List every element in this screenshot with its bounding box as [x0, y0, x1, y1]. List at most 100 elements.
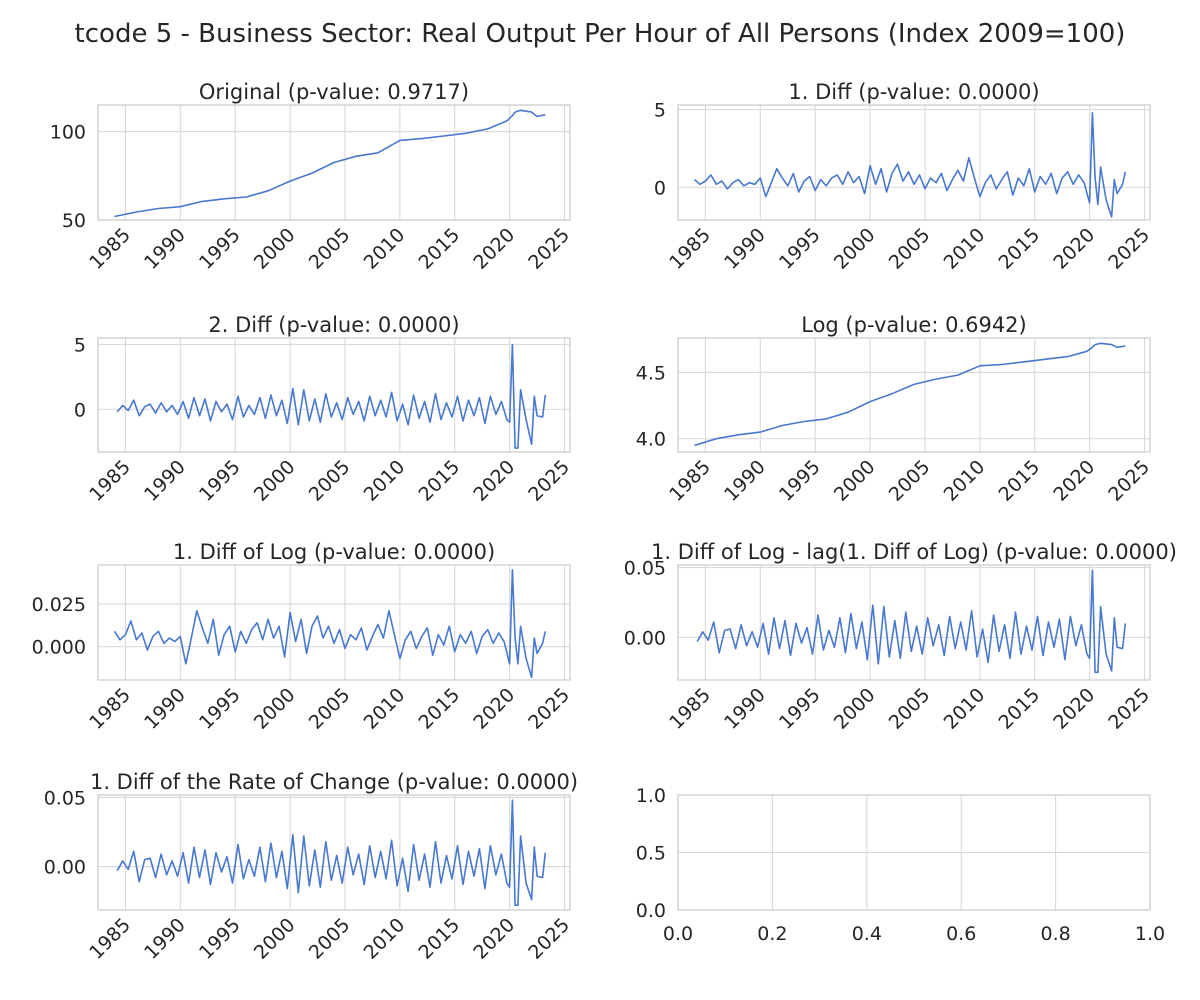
x-tick-label: 2005 — [305, 914, 355, 964]
x-tick-label: 2005 — [885, 456, 935, 506]
subplot-title: Log (p-value: 0.6942) — [801, 313, 1027, 337]
axes-frame — [97, 104, 571, 221]
x-tick-label: 2015 — [415, 684, 465, 734]
x-tick-label: 2025 — [1104, 224, 1154, 274]
x-tick-label: 1995 — [775, 224, 825, 274]
x-tick-label: 2015 — [415, 456, 465, 506]
x-tick-label: 2015 — [995, 224, 1045, 274]
axes-frame — [97, 794, 571, 911]
subplot-title: 1. Diff of Log (p-value: 0.0000) — [173, 540, 495, 564]
x-tick-label: 2025 — [524, 684, 574, 734]
x-tick-label: 2015 — [995, 456, 1045, 506]
subplot-title: 1. Diff (p-value: 0.0000) — [788, 80, 1039, 104]
x-tick-label: 2005 — [885, 224, 935, 274]
subplot-6: 1. Diff of Log - lag(1. Diff of Log) (p-… — [624, 540, 1177, 734]
x-tick-label: 2005 — [305, 684, 355, 734]
y-tick-label: 4.5 — [636, 362, 666, 384]
x-tick-label: 1.0 — [1135, 923, 1165, 945]
x-tick-label: 1995 — [775, 456, 825, 506]
y-tick-label: 0.000 — [32, 637, 86, 659]
x-tick-label: 1995 — [195, 224, 245, 274]
subplot-title: 1. Diff of Log - lag(1. Diff of Log) (p-… — [651, 540, 1177, 564]
x-tick-label: 2000 — [830, 224, 880, 274]
series-line — [694, 342, 1126, 447]
y-tick-label: 0.5 — [636, 843, 666, 865]
x-tick-label: 1985 — [665, 224, 715, 274]
x-tick-label: 1985 — [85, 224, 135, 274]
axes-frame — [677, 104, 1151, 221]
x-tick-label: 2010 — [940, 684, 990, 734]
y-tick-label: 4.0 — [636, 429, 666, 451]
x-tick-label: 2000 — [250, 684, 300, 734]
x-tick-label: 0.0 — [663, 923, 693, 945]
x-tick-label: 0.8 — [1040, 923, 1070, 945]
x-tick-label: 0.6 — [946, 923, 976, 945]
x-tick-label: 1985 — [665, 684, 715, 734]
x-tick-label: 1995 — [195, 914, 245, 964]
series-line — [114, 109, 546, 218]
y-tick-label: 0.0 — [636, 900, 666, 922]
x-tick-label: 2015 — [415, 224, 465, 274]
subplot-7: 1. Diff of the Rate of Change (p-value: … — [44, 770, 578, 964]
axes-frame — [677, 564, 1151, 681]
y-tick-label: 50 — [62, 210, 86, 232]
x-tick-label: 0.2 — [757, 923, 787, 945]
x-tick-label: 1985 — [665, 456, 715, 506]
y-tick-label: 5 — [74, 334, 86, 356]
x-tick-label: 2005 — [305, 224, 355, 274]
x-tick-label: 1990 — [140, 684, 190, 734]
x-tick-label: 2025 — [524, 914, 574, 964]
x-tick-label: 1995 — [195, 684, 245, 734]
x-tick-label: 2025 — [524, 224, 574, 274]
x-tick-label: 2005 — [305, 456, 355, 506]
x-tick-label: 2020 — [1049, 224, 1099, 274]
x-tick-label: 2020 — [1049, 684, 1099, 734]
subplot-title: 2. Diff (p-value: 0.0000) — [208, 313, 459, 337]
y-tick-label: 0.025 — [32, 594, 86, 616]
y-tick-label: 0.00 — [44, 857, 86, 879]
x-tick-label: 2000 — [250, 914, 300, 964]
x-tick-label: 1995 — [195, 456, 245, 506]
x-tick-label: 2020 — [469, 684, 519, 734]
x-tick-label: 1985 — [85, 914, 135, 964]
x-tick-label: 2010 — [940, 456, 990, 506]
axes-frame — [677, 337, 1151, 453]
series-line — [113, 568, 547, 679]
x-tick-label: 2010 — [360, 224, 410, 274]
x-tick-label: 2015 — [995, 684, 1045, 734]
y-tick-label: 1.0 — [636, 785, 666, 807]
subplot-1: Original (p-value: 0.9717) 50 100 1985 1990 1… — [50, 80, 574, 274]
x-tick-label: 0.4 — [852, 923, 882, 945]
y-tick-label: 0 — [654, 177, 666, 199]
x-tick-label: 1990 — [140, 224, 190, 274]
x-tick-label: 2020 — [469, 456, 519, 506]
x-tick-label: 2010 — [360, 456, 410, 506]
x-tick-label: 2010 — [360, 914, 410, 964]
axes-frame — [97, 564, 571, 681]
y-tick-label: 0 — [74, 399, 86, 421]
y-tick-label: 0.05 — [624, 558, 666, 580]
x-tick-label: 2015 — [415, 914, 465, 964]
y-tick-label: 0.00 — [624, 627, 666, 649]
x-tick-label: 1990 — [720, 456, 770, 506]
x-tick-label: 2000 — [830, 456, 880, 506]
axes-frame — [97, 337, 571, 453]
x-tick-label: 2020 — [1049, 456, 1099, 506]
figure-title: tcode 5 - Business Sector: Real Output P… — [75, 19, 1126, 49]
x-tick-label: 2000 — [250, 456, 300, 506]
x-tick-label: 2025 — [524, 456, 574, 506]
x-tick-label: 1990 — [720, 684, 770, 734]
y-tick-label: 5 — [654, 100, 666, 122]
y-tick-label: 0.05 — [44, 787, 86, 809]
series-line — [693, 112, 1127, 218]
x-tick-label: 1985 — [85, 684, 135, 734]
subplot-5: 1. Diff of Log (p-value: 0.0000) 0.000 0.0… — [32, 540, 574, 734]
axes-frame — [677, 794, 1151, 911]
series-line — [116, 343, 547, 449]
x-tick-label: 2010 — [940, 224, 990, 274]
x-tick-label: 1995 — [775, 684, 825, 734]
